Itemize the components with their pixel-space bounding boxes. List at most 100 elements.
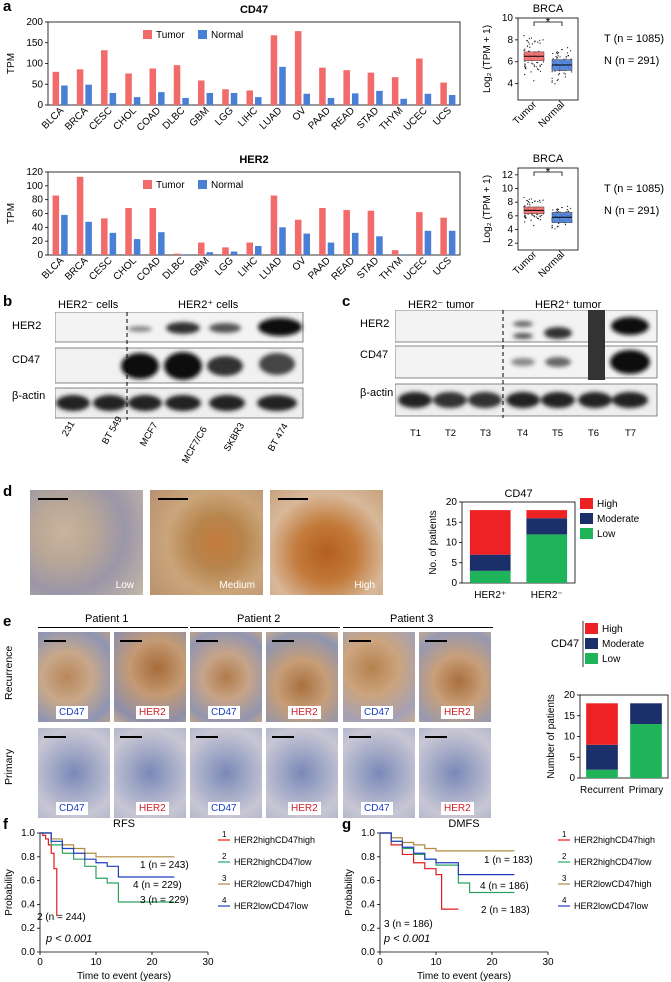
box-jitter-point <box>523 35 525 37</box>
panel-letter-c: c <box>342 293 351 310</box>
box-jitter-point <box>542 199 544 201</box>
box-jitter-point <box>536 68 539 70</box>
box-jitter-point <box>523 196 525 199</box>
y-tick-label: 6 <box>507 57 513 68</box>
x-tick-label: UCS <box>431 105 454 128</box>
box-jitter-point <box>571 71 573 73</box>
x-tick-label: CESC <box>87 105 114 132</box>
y-tick-label: 0 <box>451 578 457 589</box>
panel-b-western-blot: HER2⁻ cells HER2⁺ cells HER2 CD47 β-acti… <box>0 298 335 478</box>
bar-normal <box>448 230 456 255</box>
km-legend-number: 1 <box>222 830 227 839</box>
box-jitter-point <box>556 209 558 211</box>
box-jitter-point <box>551 227 553 229</box>
box-jitter-point <box>554 70 556 72</box>
box-jitter-point <box>542 61 545 63</box>
recurrence-ihc-image: CD47 <box>190 632 262 722</box>
bar-normal <box>279 66 286 105</box>
box-jitter-point <box>524 221 526 223</box>
x-tick-label: 30 <box>542 957 554 968</box>
bar-tumor <box>294 219 302 255</box>
box-jitter-point <box>551 80 553 82</box>
box-jitter-point <box>539 42 541 44</box>
bar-normal <box>206 252 214 255</box>
box-jitter-point <box>561 48 563 51</box>
ihc-medium-caption: Medium <box>219 580 255 591</box>
panel-c-western-blot: HER2⁻ tumor HER2⁺ tumor HER2 CD47 β-acti… <box>340 298 670 478</box>
y-tick-label: 0 <box>37 100 43 111</box>
legend-tumor-swatch <box>143 30 152 39</box>
panel-letter-f: f <box>3 816 8 833</box>
significance-star: * <box>546 165 551 179</box>
x-tick-label: OV <box>291 255 309 273</box>
y-tick-label: 4 <box>507 225 513 236</box>
y-tick-label: 40 <box>32 222 44 233</box>
y-tick-label: 5 <box>569 752 575 763</box>
box-jitter-point <box>531 62 533 64</box>
ihc-low-caption: Low <box>115 580 134 591</box>
bar-normal <box>182 97 189 105</box>
y-tick-label: 4 <box>507 79 513 90</box>
panel-letter-b: b <box>3 293 13 310</box>
x-tick-label: LUAD <box>258 255 285 282</box>
box-jitter-point <box>536 213 539 215</box>
box-jitter-point <box>557 225 559 227</box>
x-tick-label: CESC <box>87 255 114 282</box>
panel-letter-a: a <box>3 0 12 15</box>
km-curve-1 <box>40 832 58 917</box>
box-jitter-point <box>566 52 569 54</box>
blot-c-row-actin: β-actin <box>360 387 394 399</box>
y-tick-label: 150 <box>26 38 43 49</box>
y-tick-label: 1.0 <box>21 828 35 839</box>
box-jitter-point <box>526 199 528 202</box>
legend-label-high: High <box>597 499 618 510</box>
x-tick-label: 20 <box>486 957 498 968</box>
x-tick-label: READ <box>330 105 357 132</box>
tumor-count-label: T (n = 1085) <box>604 183 664 195</box>
box-jitter-point <box>557 208 560 211</box>
box-jitter-point <box>528 50 530 52</box>
box-jitter-point <box>524 74 526 76</box>
x-tick-label: CHOL <box>112 105 140 133</box>
cd47-her2-stacked-bar-chart: 0 5 10 15 20 No. of patients CD47 HER2⁺ HER2⁻ Hig… <box>428 488 640 601</box>
box-jitter-point <box>526 39 528 42</box>
cd47-stain-caption: CD47 <box>56 706 88 719</box>
km-curve-label-2: 2 (n = 183) <box>481 905 530 916</box>
blot-row-actin: β-actin <box>12 390 46 402</box>
x-tick-label: STAD <box>355 105 381 131</box>
x-tick-label: COAD <box>135 255 163 283</box>
y-tick-label: 12 <box>502 170 514 181</box>
km-legend-number: 2 <box>222 852 227 861</box>
box-jitter-point <box>561 206 563 209</box>
box-jitter-point <box>531 202 533 204</box>
y-tick-label: 0.8 <box>361 852 375 863</box>
box-jitter-point <box>524 67 527 69</box>
patient-3-label: Patient 3 <box>390 613 434 625</box>
bar-normal <box>327 97 335 105</box>
box-jitter-point <box>556 53 558 55</box>
scale-bar <box>272 736 294 738</box>
y-tick-label: 0.0 <box>21 947 35 958</box>
blot-row-cd47: CD47 <box>12 354 41 366</box>
ihc-low-image: Low <box>30 490 143 595</box>
legend-label-moderate: Moderate <box>597 514 640 525</box>
recurrence-ihc-image: CD47 <box>38 632 110 722</box>
box-jitter-point <box>539 219 542 221</box>
box-jitter-point <box>565 211 567 213</box>
box-jitter-point <box>556 226 558 228</box>
box-jitter-point <box>539 64 541 66</box>
km-pvalue: p < 0.001 <box>45 933 92 945</box>
box-jitter-point <box>569 50 572 52</box>
bar-tumor <box>367 72 375 105</box>
km-curve-label-4: 4 (n = 229) <box>133 880 182 891</box>
box-jitter-point <box>556 56 558 59</box>
x-tick-label: THYM <box>378 105 406 133</box>
bar-tumor <box>101 50 108 105</box>
legend-normal-label: Normal <box>211 30 243 41</box>
bar-normal <box>85 221 92 255</box>
bar-tumor <box>76 69 84 105</box>
recurrent-primary-stacked-bar-chart: 0 5 10 15 20 Number of patients Recurrent Prima… <box>546 621 669 796</box>
x-tick-label: PAAD <box>306 105 333 132</box>
cd47-stain-caption: CD47 <box>208 802 240 815</box>
x-tick-label: CHOL <box>112 255 140 283</box>
